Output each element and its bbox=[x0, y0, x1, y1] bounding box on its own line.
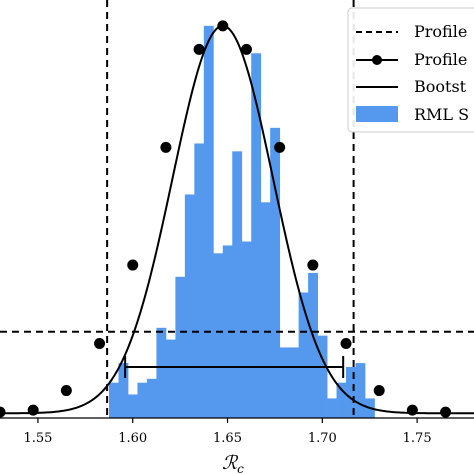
histogram-bar bbox=[203, 25, 214, 418]
profile-point bbox=[406, 404, 418, 416]
profile-point bbox=[240, 43, 252, 55]
histogram-bar bbox=[146, 378, 157, 418]
x-tick-label: 1.55 bbox=[23, 431, 52, 446]
legend-swatch-marker bbox=[372, 55, 382, 65]
histogram-bar bbox=[184, 194, 195, 418]
histogram-bar bbox=[118, 363, 129, 418]
profile-point bbox=[0, 406, 6, 418]
histogram-bar bbox=[251, 53, 262, 418]
x-axis-label-subscript: c bbox=[237, 462, 244, 474]
profile-point bbox=[307, 259, 319, 271]
x-tick-label: 1.65 bbox=[213, 431, 242, 446]
histogram-bar bbox=[137, 382, 148, 418]
profile-point bbox=[274, 141, 286, 153]
legend-entry-bootstrap: Bootst bbox=[356, 77, 467, 96]
legend-label: RML S bbox=[414, 105, 469, 124]
legend-swatch-patch bbox=[356, 106, 398, 122]
histogram-bar bbox=[156, 327, 167, 418]
x-axis-label: ℛc bbox=[222, 452, 244, 474]
histogram-bar bbox=[327, 398, 337, 418]
legend-entry-profile-curve: Profile bbox=[356, 50, 467, 69]
histogram-bar bbox=[175, 276, 186, 418]
histogram-bar bbox=[232, 151, 243, 419]
x-tick-label: 1.70 bbox=[308, 431, 337, 446]
histogram-bar bbox=[127, 394, 138, 418]
legend-box bbox=[347, 7, 474, 133]
histogram-bar bbox=[298, 292, 309, 418]
histogram-bar bbox=[308, 272, 318, 418]
profile-markers bbox=[0, 20, 452, 418]
profile-point bbox=[440, 406, 452, 418]
histogram-bar bbox=[241, 241, 252, 418]
profile-point bbox=[217, 20, 229, 32]
profile-point bbox=[340, 337, 352, 349]
overlay-lines bbox=[0, 0, 474, 418]
histogram-bar bbox=[222, 245, 233, 418]
histogram-bar bbox=[165, 339, 176, 418]
histogram-bar bbox=[289, 347, 300, 418]
profile-point bbox=[193, 43, 205, 55]
histogram-bar bbox=[260, 202, 271, 418]
profile-point bbox=[94, 337, 106, 349]
profile-curve bbox=[0, 24, 474, 415]
profile-point bbox=[160, 141, 172, 153]
histogram-bar bbox=[355, 363, 366, 418]
legend-entry-histogram: RML S bbox=[356, 105, 469, 124]
legend-label: Profile bbox=[414, 50, 467, 69]
profile-point bbox=[373, 385, 385, 397]
histogram-bars bbox=[109, 25, 375, 419]
profile-point bbox=[127, 259, 139, 271]
legend-entry-dashed: Profile bbox=[356, 22, 467, 41]
profile-point bbox=[60, 385, 72, 397]
histogram-bar bbox=[336, 382, 347, 418]
x-tick-label: 1.75 bbox=[403, 431, 432, 446]
histogram-bar bbox=[194, 143, 205, 419]
histogram-bar bbox=[346, 367, 356, 418]
histogram-bar bbox=[279, 347, 290, 418]
legend-label: Bootst bbox=[414, 77, 467, 96]
x-ticks: 1.55 1.60 1.65 1.70 1.75 bbox=[23, 418, 432, 446]
histogram-bar bbox=[213, 253, 224, 418]
x-tick-label: 1.60 bbox=[118, 431, 147, 446]
x-axis: 1.55 1.60 1.65 1.70 1.75 ℛc bbox=[0, 417, 474, 474]
histogram-bar bbox=[317, 335, 328, 418]
legend-label: Profile bbox=[414, 22, 467, 41]
histogram-bar bbox=[109, 382, 119, 418]
legend: Profile Profile Bootst RML S bbox=[347, 7, 474, 133]
profile-point bbox=[27, 404, 39, 416]
histogram-bar bbox=[270, 127, 281, 418]
